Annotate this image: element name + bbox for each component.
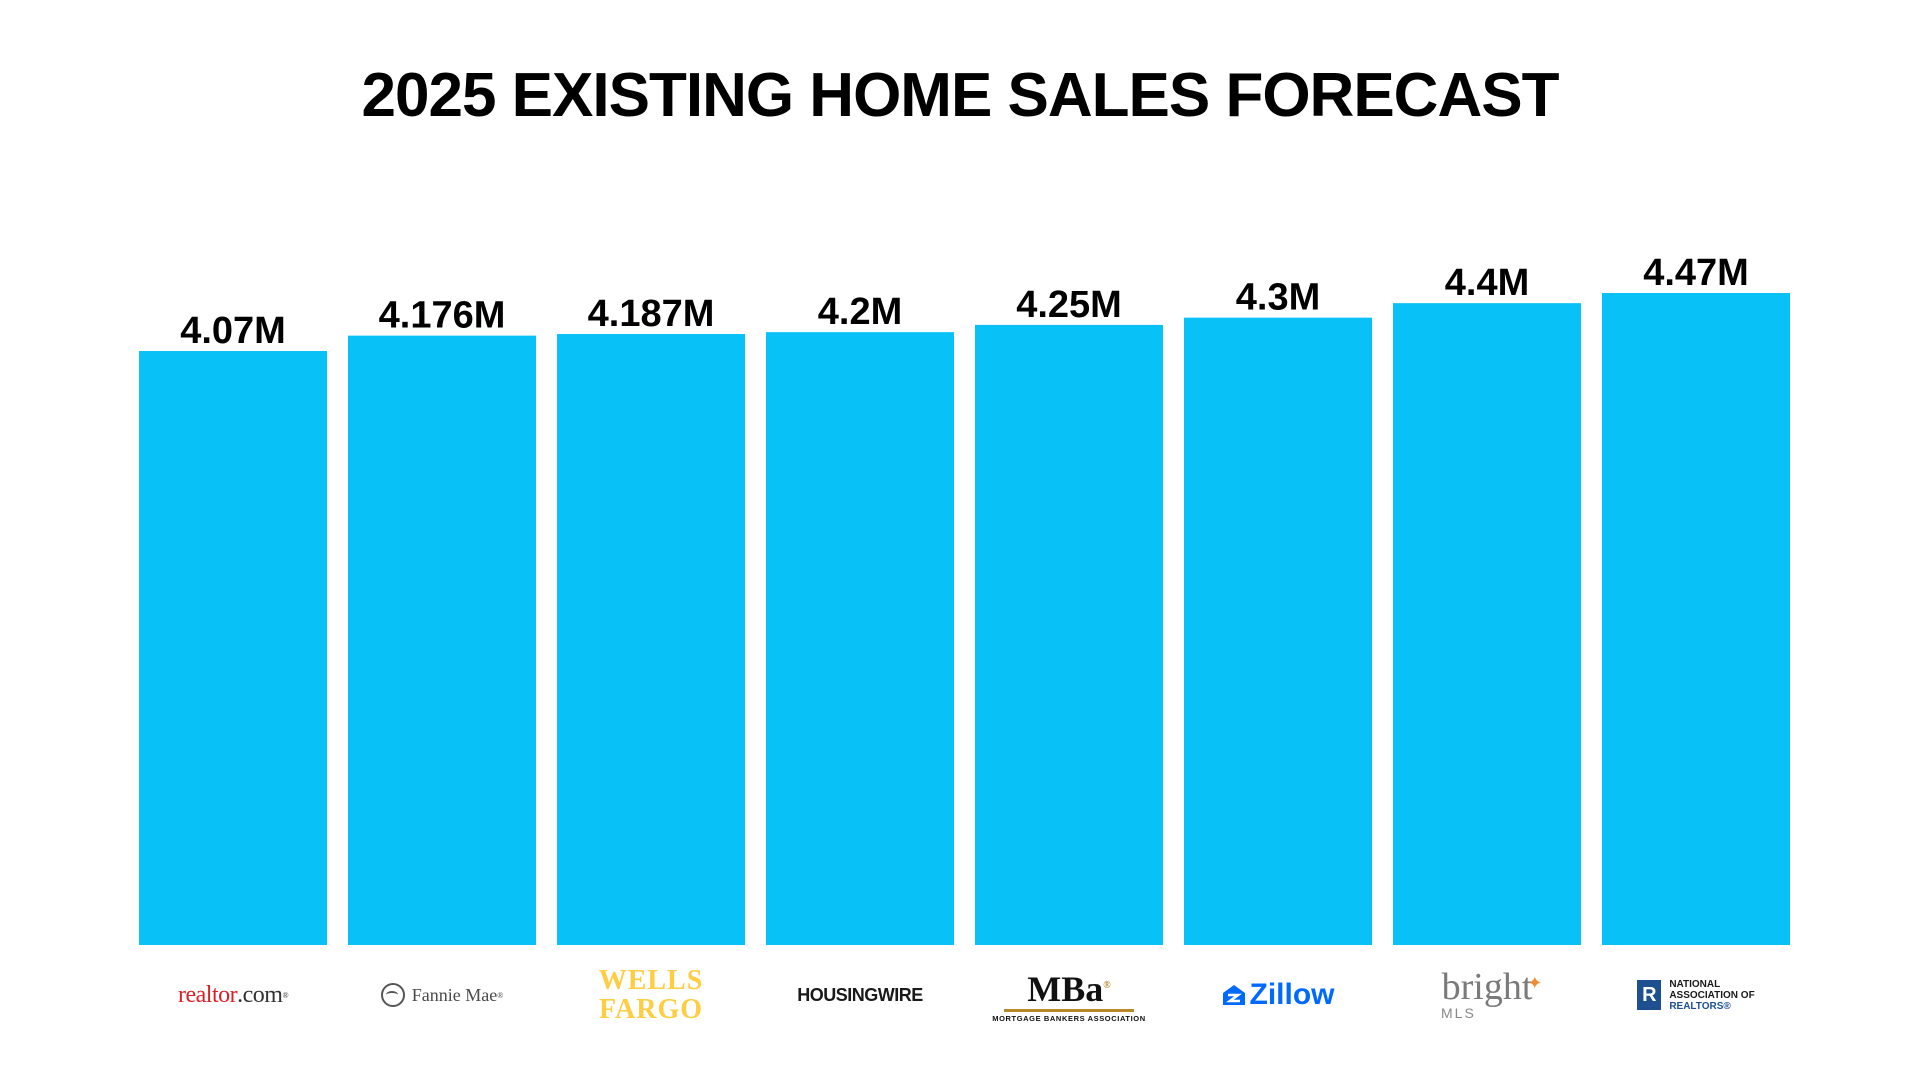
bar-value-label-6: 4.3M [1236, 277, 1320, 319]
mba-logo-subtitle: MORTGAGE BANKERS ASSOCIATION [992, 1013, 1146, 1023]
nar-logo-line1: NATIONAL [1669, 978, 1721, 990]
realtor-logo-part-a: real [177, 981, 212, 1008]
nar-logo-line2: ASSOCIATION OF [1669, 989, 1755, 1001]
realtor-logo-part-b: tor [211, 981, 238, 1008]
bright-mls-logo-word-text: bright [1441, 966, 1533, 1008]
nar-logo: R NATIONAL ASSOCIATION OF REALTORS® [1602, 960, 1790, 1030]
housingwire-logo-text: HOUSINGWIRE [797, 984, 923, 1005]
housingwire-logo: HOUSINGWIRE [766, 960, 954, 1030]
zillow-logo-text: Zillow [1249, 978, 1335, 1011]
mba-logo-rule [1004, 1008, 1134, 1012]
zillow-logo: Zillow [1184, 960, 1372, 1030]
bright-spark-icon: ✦ [1527, 973, 1543, 993]
fannie-mae-emblem-icon [380, 983, 405, 1007]
bar-value-label-5: 4.25M [1016, 284, 1122, 326]
bar-8 [1602, 293, 1790, 945]
realtor-logo-part-c: .com [237, 981, 283, 1008]
mba-logo-word-text: MBa [1027, 968, 1104, 1009]
realtor-logo: real tor .com ® [177, 981, 289, 1008]
bright-mls-logo-subtitle: MLS [1441, 1005, 1476, 1021]
bar-4 [766, 332, 954, 945]
wells-fargo-logo-line1: WELLS [598, 965, 704, 996]
nar-logo-text: NATIONAL ASSOCIATION OF REALTORS® [1669, 979, 1754, 1012]
wells-fargo-logo: WELLS FARGO [557, 960, 745, 1030]
bar-7 [1393, 303, 1581, 945]
chart-title: 2025 EXISTING HOME SALES FORECAST [361, 61, 1560, 130]
wells-fargo-logo-line2: FARGO [598, 994, 704, 1025]
fannie-mae-logo: Fannie Mae ® [348, 960, 536, 1030]
bar-2 [348, 335, 536, 945]
mba-logo: MBa® MORTGAGE BANKERS ASSOCIATION [975, 960, 1163, 1030]
realtor-r-icon: R [1637, 980, 1662, 1010]
nar-logo-line3: REALTORS® [1669, 1000, 1731, 1012]
fannie-mae-logo-text: Fannie Mae [411, 984, 498, 1005]
bar-value-label-1: 4.07M [180, 310, 286, 352]
bright-mls-logo-word: bright ✦ [1441, 966, 1543, 1008]
bar-value-label-8: 4.47M [1643, 252, 1749, 294]
bar-value-label-7: 4.4M [1445, 262, 1529, 304]
nar-logo-line3-text: REALTORS [1669, 1000, 1724, 1012]
mba-logo-word: MBa® [1027, 968, 1111, 1009]
bar-1 [139, 351, 327, 945]
bar-value-label-2: 4.176M [379, 295, 506, 337]
bar-6 [1184, 317, 1372, 945]
bright-mls-logo: bright ✦ MLS [1393, 960, 1581, 1030]
zillow-house-icon [1222, 985, 1245, 1005]
bar-3 [557, 334, 745, 945]
bar-value-label-4: 4.2M [818, 291, 902, 333]
bar-5 [975, 324, 1163, 945]
bar-value-label-3: 4.187M [588, 293, 715, 335]
